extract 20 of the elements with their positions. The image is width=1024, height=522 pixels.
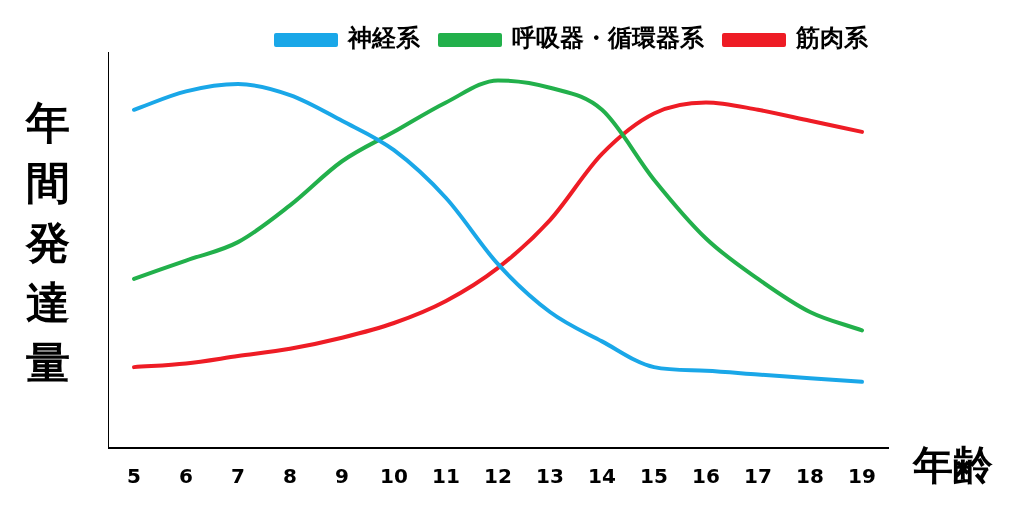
x-tick-label: 11 — [432, 464, 460, 489]
x-axis-title: 年齢 — [913, 441, 993, 490]
x-tick-label: 6 — [179, 464, 193, 489]
x-tick-label: 19 — [848, 464, 876, 489]
x-tick-label: 10 — [380, 464, 408, 489]
x-tick-label: 17 — [744, 464, 772, 489]
x-tick-label: 12 — [484, 464, 512, 489]
x-tick-label: 13 — [536, 464, 564, 489]
x-tick-label: 14 — [588, 464, 616, 489]
x-tick-label: 9 — [335, 464, 349, 489]
legend-label: 神経系 — [347, 24, 421, 53]
x-tick-label: 16 — [692, 464, 720, 489]
y-axis-title: 年間発達量 — [24, 96, 71, 390]
x-tick-label: 7 — [231, 464, 245, 489]
legend-label: 筋肉系 — [795, 24, 869, 53]
x-tick-label: 15 — [640, 464, 668, 489]
x-tick-label: 5 — [127, 464, 141, 489]
x-tick-label: 8 — [283, 464, 297, 489]
x-tick-label: 18 — [796, 464, 824, 489]
legend-label: 呼吸器・循環器系 — [512, 24, 705, 53]
